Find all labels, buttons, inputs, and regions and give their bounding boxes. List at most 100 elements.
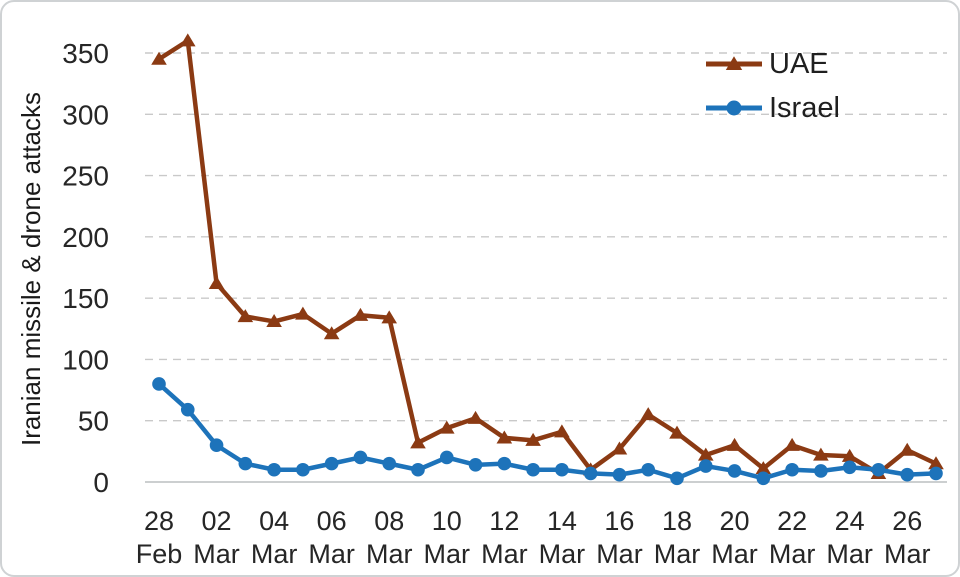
israel-marker-01-Mar (180, 402, 195, 417)
uae-marker-23-Mar (813, 447, 829, 461)
legend: UAE Israel (704, 48, 840, 124)
israel-series-line (156, 381, 939, 481)
israel-marker-24-Mar (842, 460, 857, 475)
israel-marker-18-Mar (670, 471, 684, 486)
uae-line-triangle-swatch-icon (706, 56, 762, 70)
legend-label-israel: Israel (769, 92, 840, 124)
y-tick-label-100: 100 (62, 344, 109, 375)
israel-marker-04-Mar (267, 462, 281, 477)
x-tick-day-Mar-08: 08 (374, 506, 404, 536)
x-tick-day-Mar-16: 16 (604, 506, 634, 536)
x-tick-day-Mar-06: 06 (317, 506, 347, 536)
uae-marker-27-Mar (928, 456, 944, 470)
x-tick-month-Mar-08: Mar (366, 539, 413, 569)
israel-marker-17-Mar (641, 462, 656, 477)
uae-marker-28-Feb (151, 51, 167, 65)
x-tick-month-Mar-10: Mar (424, 539, 471, 569)
x-tick-day-Mar-14: 14 (547, 506, 577, 536)
israel-marker-08-Mar (382, 456, 397, 471)
uae-series-line (156, 38, 939, 476)
x-tick-day-Mar-12: 12 (489, 506, 519, 536)
uae-marker-20-Mar (726, 437, 743, 451)
israel-marker-10-Mar (439, 450, 454, 465)
uae-marker-21-Mar (755, 461, 772, 475)
x-tick-day-Mar-24: 24 (835, 506, 865, 536)
legend-label-uae: UAE (769, 48, 829, 80)
israel-series (152, 377, 943, 486)
uae-marker-17-Mar (640, 407, 657, 421)
uae-marker-06-Mar (323, 326, 340, 340)
y-axis-title: Iranian missile & drone attacks (16, 91, 46, 447)
uae-series (151, 33, 944, 480)
israel-line-circle-swatch-icon (706, 100, 762, 116)
israel-marker-05-Mar (296, 462, 310, 477)
uae-marker-01-Mar (179, 33, 196, 47)
uae-marker-07-Mar (352, 307, 369, 321)
x-tick-day-Mar-02: 02 (202, 506, 232, 536)
x-tick-month-Mar-18: Mar (654, 539, 701, 569)
uae-marker-05-Mar (295, 306, 311, 320)
uae-marker-16-Mar (611, 441, 628, 455)
israel-marker-23-Mar (814, 464, 828, 478)
x-tick-month-Mar-14: Mar (539, 539, 586, 569)
israel-marker-09-Mar (411, 462, 425, 477)
x-tick-day-Mar-22: 22 (777, 506, 807, 536)
israel-marker-06-Mar (324, 456, 339, 471)
x-tick-day-Feb-28: 28 (144, 506, 174, 536)
israel-marker-19-Mar (698, 459, 713, 473)
uae-marker-03-Mar (237, 309, 254, 323)
x-tick-month-Mar-06: Mar (308, 539, 355, 569)
israel-marker-14-Mar (555, 462, 569, 477)
israel-marker-20-Mar (727, 464, 742, 478)
israel-marker-15-Mar (583, 466, 598, 481)
x-tick-month-Mar-22: Mar (769, 539, 816, 569)
uae-marker-13-Mar (525, 432, 541, 446)
x-tick-month-Mar-02: Mar (193, 539, 240, 569)
uae-marker-10-Mar (438, 420, 455, 434)
israel-marker-22-Mar (785, 462, 799, 477)
x-tick-month-Mar-20: Mar (711, 539, 758, 569)
x-tick-month-Mar-16: Mar (596, 539, 643, 569)
y-tick-label-200: 200 (62, 222, 109, 253)
uae-marker-24-Mar (841, 448, 858, 462)
uae-marker-12-Mar (496, 430, 513, 444)
x-tick-day-Mar-20: 20 (720, 506, 750, 536)
x-tick-month-Mar-04: Mar (251, 539, 298, 569)
x-tick-day-Mar-10: 10 (432, 506, 462, 536)
y-tick-label-150: 150 (62, 283, 109, 314)
legend-item-uae: UAE (704, 48, 840, 80)
x-tick-month-Mar-12: Mar (481, 539, 528, 569)
israel-marker-03-Mar (238, 456, 253, 471)
israel-marker-28-Feb (152, 377, 166, 391)
y-tick-label-350: 350 (62, 38, 109, 69)
israel-marker-16-Mar (612, 467, 627, 482)
uae-marker-18-Mar (669, 425, 685, 439)
uae-marker-02-Mar (208, 276, 225, 290)
uae-marker-11-Mar (467, 410, 484, 424)
uae-marker-19-Mar (697, 447, 714, 461)
y-tick-label-0: 0 (93, 467, 109, 498)
israel-marker-26-Mar (900, 467, 915, 482)
uae-marker-04-Mar (266, 314, 282, 328)
israel-marker-12-Mar (497, 456, 512, 471)
israel-marker-21-Mar (756, 471, 771, 486)
uae-marker-14-Mar (554, 424, 570, 438)
israel-marker-11-Mar (468, 458, 483, 472)
uae-marker-08-Mar (381, 310, 398, 324)
x-tick-day-Mar-04: 04 (259, 506, 289, 536)
israel-marker-02-Mar (209, 438, 224, 453)
x-tick-day-Mar-26: 26 (892, 506, 922, 536)
israel-marker-25-Mar (871, 462, 886, 477)
uae-marker-26-Mar (899, 442, 916, 456)
israel-marker-13-Mar (526, 462, 540, 477)
legend-item-israel: Israel (704, 92, 840, 124)
x-tick-month-Mar-24: Mar (826, 539, 873, 569)
x-tick-month-Mar-26: Mar (884, 539, 931, 569)
x-tick-day-Mar-18: 18 (662, 506, 692, 536)
israel-marker-07-Mar (353, 450, 368, 465)
israel-marker-27-Mar (929, 466, 943, 481)
y-tick-label-50: 50 (78, 406, 109, 437)
uae-marker-09-Mar (410, 435, 426, 449)
uae-marker-22-Mar (784, 437, 800, 451)
